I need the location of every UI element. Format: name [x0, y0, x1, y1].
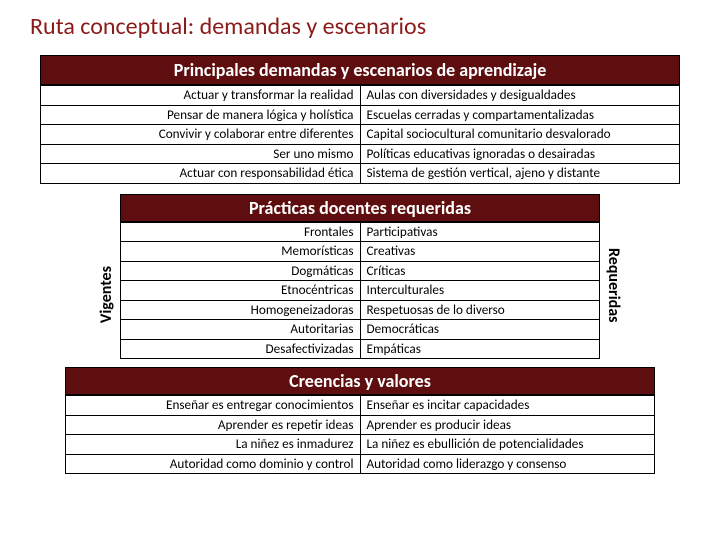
cell-right: Creativas	[360, 242, 600, 262]
cell-right: Capital sociocultural comunitario desval…	[360, 125, 680, 145]
cell-left: Etnocéntricas	[121, 281, 361, 301]
cell-left: Dogmáticas	[121, 261, 361, 281]
table-row: Aprender es repetir ideasAprender es pro…	[66, 415, 655, 435]
table-row: Ser uno mismoPolíticas educativas ignora…	[41, 144, 680, 164]
cell-left: Aprender es repetir ideas	[66, 415, 361, 435]
section2-table: FrontalesParticipativas MemorísticasCrea…	[120, 222, 600, 360]
cell-right: Aprender es producir ideas	[360, 415, 655, 435]
table-row: EtnocéntricasInterculturales	[121, 281, 600, 301]
cell-right: Críticas	[360, 261, 600, 281]
cell-right: Políticas educativas ignoradas o desaira…	[360, 144, 680, 164]
cell-left: Convivir y colaborar entre diferentes	[41, 125, 361, 145]
table-row: MemorísticasCreativas	[121, 242, 600, 262]
table-row: FrontalesParticipativas	[121, 222, 600, 242]
cell-right: Democráticas	[360, 320, 600, 340]
cell-right: Enseñar es incitar capacidades	[360, 396, 655, 416]
section-practicas: Vigentes Prácticas docentes requeridas F…	[30, 184, 690, 360]
table-row: Actuar con responsabilidad éticaSistema …	[41, 164, 680, 184]
cell-left: Ser uno mismo	[41, 144, 361, 164]
cell-left: Enseñar es entregar conocimientos	[66, 396, 361, 416]
label-requeridas: Requeridas	[600, 248, 627, 323]
table-row: Enseñar es entregar conocimientosEnseñar…	[66, 396, 655, 416]
section2-header: Prácticas docentes requeridas	[120, 194, 600, 222]
table-row: Pensar de manera lógica y holísticaEscue…	[41, 105, 680, 125]
cell-right: Autoridad como liderazgo y consenso	[360, 454, 655, 474]
cell-left: Pensar de manera lógica y holística	[41, 105, 361, 125]
cell-right: Escuelas cerradas y compartamentalizadas	[360, 105, 680, 125]
cell-left: Desafectivizadas	[121, 339, 361, 359]
cell-right: La niñez es ebullición de potencialidade…	[360, 435, 655, 455]
section1-header: Principales demandas y escenarios de apr…	[40, 55, 680, 85]
cell-left: La niñez es inmadurez	[66, 435, 361, 455]
cell-left: Actuar y transformar la realidad	[41, 86, 361, 106]
page-title: Ruta conceptual: demandas y escenarios	[30, 12, 690, 41]
table-row: AutoritariasDemocráticas	[121, 320, 600, 340]
label-vigentes: Vigentes	[93, 266, 120, 323]
cell-left: Frontales	[121, 222, 361, 242]
cell-right: Participativas	[360, 222, 600, 242]
cell-left: Actuar con responsabilidad ética	[41, 164, 361, 184]
cell-right: Sistema de gestión vertical, ajeno y dis…	[360, 164, 680, 184]
table-row: La niñez es inmadurezLa niñez es ebullic…	[66, 435, 655, 455]
cell-right: Empáticas	[360, 339, 600, 359]
cell-right: Interculturales	[360, 281, 600, 301]
cell-left: Autoritarias	[121, 320, 361, 340]
cell-right: Aulas con diversidades y desigualdades	[360, 86, 680, 106]
section1-table: Actuar y transformar la realidadAulas co…	[40, 85, 680, 184]
cell-left: Autoridad como dominio y control	[66, 454, 361, 474]
table-row: Actuar y transformar la realidadAulas co…	[41, 86, 680, 106]
cell-left: Homogeneizadoras	[121, 300, 361, 320]
section-creencias: Creencias y valores Enseñar es entregar …	[65, 367, 655, 474]
table-row: Convivir y colaborar entre diferentesCap…	[41, 125, 680, 145]
section3-table: Enseñar es entregar conocimientosEnseñar…	[65, 395, 655, 474]
table-row: Autoridad como dominio y controlAutorida…	[66, 454, 655, 474]
table-row: DogmáticasCríticas	[121, 261, 600, 281]
section-demandas: Principales demandas y escenarios de apr…	[40, 55, 680, 184]
table-row: DesafectivizadasEmpáticas	[121, 339, 600, 359]
table-row: HomogeneizadorasRespetuosas de lo divers…	[121, 300, 600, 320]
cell-right: Respetuosas de lo diverso	[360, 300, 600, 320]
cell-left: Memorísticas	[121, 242, 361, 262]
section3-header: Creencias y valores	[65, 367, 655, 395]
